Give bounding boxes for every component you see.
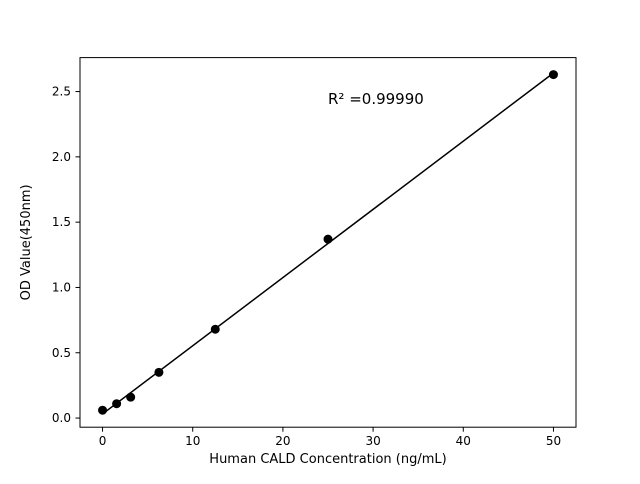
x-tick-label: 40 [456,434,471,448]
data-point [323,234,333,244]
r-squared-annotation: R² =0.99990 [328,90,424,108]
data-point [98,405,108,415]
x-axis-label: Human CALD Concentration (ng/mL) [209,452,446,467]
data-point [154,367,164,377]
x-tick-label: 30 [365,434,380,448]
plot-border [79,57,577,428]
data-point [210,324,220,334]
x-tick-label: 20 [275,434,290,448]
y-tick-label: 0.0 [52,411,71,425]
data-point [112,399,122,409]
data-point [126,392,136,402]
y-tick-label: 0.5 [52,346,71,360]
x-tick-label: 0 [99,434,107,448]
y-tick-label: 1.0 [52,280,71,294]
y-axis-label: OD Value(450nm) [19,184,34,300]
y-tick-label: 1.5 [52,215,71,229]
x-tick-label: 50 [546,434,561,448]
data-point [548,70,558,80]
x-tick-label: 10 [185,434,200,448]
y-tick-label: 2.0 [52,150,71,164]
y-tick-label: 2.5 [52,85,71,99]
